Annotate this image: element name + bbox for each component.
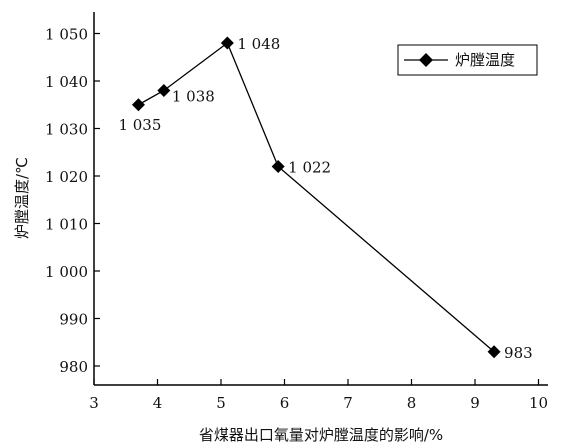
data-label: 1 038 [172,88,215,106]
data-point-marker [157,84,171,97]
y-tick-label: 990 [59,311,88,329]
data-label: 1 048 [237,35,280,53]
data-point-marker [131,98,145,112]
x-tick-label: 3 [89,394,99,412]
y-tick-label: 980 [59,358,88,376]
data-label: 983 [504,344,533,362]
x-tick-label: 10 [529,394,548,412]
y-axis-title: 炉膛温度/℃ [13,157,31,239]
y-tick-label: 1 030 [45,121,88,139]
legend-diamond-icon [419,53,433,67]
x-tick-label: 6 [280,394,290,412]
x-axis-title: 省煤器出口氧量对炉膛温度的影响/% [199,426,443,444]
data-label: 1 035 [118,116,161,134]
x-tick-label: 9 [470,394,480,412]
x-ticks: 3 4 5 6 7 8 9 10 [89,379,548,412]
y-tick-label: 1 020 [45,168,88,186]
y-tick-label: 1 040 [45,73,88,91]
series-markers [131,36,501,359]
x-tick-label: 7 [343,394,353,412]
legend-box [397,44,538,76]
axes [93,12,548,386]
y-tick-label: 1 000 [45,263,88,281]
data-labels: 1 035 1 038 1 048 1 022 983 [118,35,532,362]
x-tick-label: 8 [407,394,417,412]
y-tick-label: 1 010 [45,216,88,234]
y-tick-label: 1 050 [45,26,88,44]
legend: 炉膛温度 [397,44,538,76]
legend-label: 炉膛温度 [455,51,515,69]
x-tick-label: 5 [216,394,226,412]
data-point-marker [220,36,234,50]
data-label: 1 022 [288,159,331,177]
data-point-marker [271,160,285,173]
data-point-marker [487,345,501,359]
x-tick-label: 4 [153,394,163,412]
y-ticks: 980 990 1 000 1 010 1 020 1 030 1 040 1 050 [45,26,100,376]
